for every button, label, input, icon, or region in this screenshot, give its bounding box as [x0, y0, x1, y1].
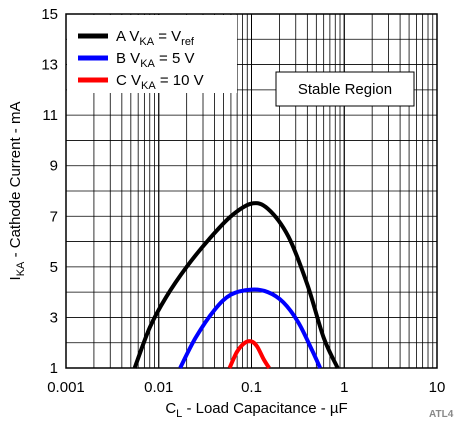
- figure-code: ATL4: [429, 409, 454, 420]
- y-tick-label: 15: [41, 6, 58, 23]
- annotation-box: [275, 71, 415, 107]
- y-axis-label-sub: KA: [15, 261, 27, 276]
- stable-region-annotation: Stable Region: [275, 71, 415, 107]
- y-tick-label: 13: [41, 57, 58, 74]
- y-axis-label: IKA - Cathode Current - mA: [7, 102, 27, 281]
- y-tick-label: 3: [50, 309, 58, 326]
- x-tick-labels: 0.001 0.01 0.1 1 10: [47, 379, 445, 396]
- y-tick-label: 7: [50, 208, 58, 225]
- x-axis-label-rest: - Load Capacitance - µF: [182, 400, 347, 417]
- annotation-text: Stable Region: [298, 81, 392, 98]
- legend-label-b: B VKA = 5 V: [116, 50, 194, 70]
- x-axis-label: CL - Load Capacitance - µF: [165, 400, 347, 420]
- series-line-c: [227, 339, 271, 370]
- x-axis-label-main: C: [165, 400, 176, 417]
- series-line-a: [132, 201, 340, 369]
- series-layer: [132, 201, 340, 370]
- plot-frame: [65, 13, 438, 369]
- x-tick-label: 0.01: [144, 379, 173, 396]
- x-axis-label-sub: L: [176, 408, 182, 420]
- y-tick-label: 5: [50, 259, 58, 276]
- legend-label-a: A VKA = Vref: [116, 28, 195, 48]
- series-line-b: [178, 287, 322, 369]
- y-tick-label: 9: [50, 158, 58, 175]
- x-tick-label: 10: [429, 379, 446, 396]
- y-axis-label-rest: - Cathode Current - mA: [7, 102, 24, 262]
- y-tick-label: 1: [50, 360, 58, 377]
- x-tick-label: 1: [340, 379, 348, 396]
- legend-label-c: C VKA = 10 V: [116, 72, 204, 92]
- x-tick-label: 0.1: [241, 379, 262, 396]
- y-tick-label: 11: [42, 107, 58, 124]
- x-tick-label: 0.001: [47, 379, 85, 396]
- y-axis-label-main: I: [7, 276, 24, 280]
